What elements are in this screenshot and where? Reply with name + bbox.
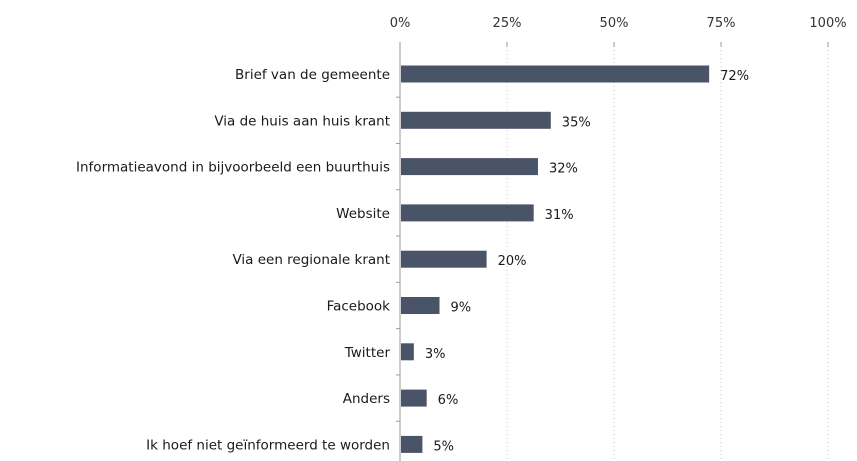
grid-layer <box>506 42 829 461</box>
data-label: 35% <box>562 115 591 130</box>
category-label: Brief van de gemeente <box>235 67 390 83</box>
data-label: 32% <box>549 162 578 177</box>
data-label: 20% <box>498 254 527 269</box>
category-label: Twitter <box>344 345 391 361</box>
data-label: 72% <box>720 69 749 84</box>
category-label: Anders <box>343 391 390 407</box>
category-label: Via de huis aan huis krant <box>214 113 390 129</box>
x-tick-label: 100% <box>809 16 846 31</box>
data-label: 6% <box>438 393 459 408</box>
bar <box>401 250 487 268</box>
bar <box>401 343 414 361</box>
data-label: 5% <box>433 439 454 454</box>
category-label: Facebook <box>327 299 391 315</box>
x-tick-label: 0% <box>390 16 411 31</box>
labels-layer: Brief van de gemeente 72% Via de huis aan … <box>76 67 749 454</box>
bar <box>401 435 423 453</box>
bar <box>401 158 538 176</box>
category-label: Informatieavond in bijvoorbeeld een buur… <box>76 160 390 176</box>
axis-layer: 0% 25% 50% 75% 100% <box>390 16 847 461</box>
data-label: 9% <box>451 301 472 316</box>
bar <box>401 65 710 83</box>
bar <box>401 204 534 222</box>
x-tick-label: 75% <box>707 16 736 31</box>
x-tick-label: 25% <box>493 16 522 31</box>
category-label: Ik hoef niet geïnformeerd te worden <box>146 437 390 453</box>
category-label: Website <box>336 206 390 222</box>
category-label: Via een regionale krant <box>232 252 390 268</box>
bar <box>401 297 440 314</box>
bar <box>401 111 551 129</box>
data-label: 31% <box>545 208 574 223</box>
data-label: 3% <box>425 347 446 362</box>
bar <box>401 389 427 407</box>
bars-layer <box>401 65 710 453</box>
x-tick-label: 50% <box>600 16 629 31</box>
